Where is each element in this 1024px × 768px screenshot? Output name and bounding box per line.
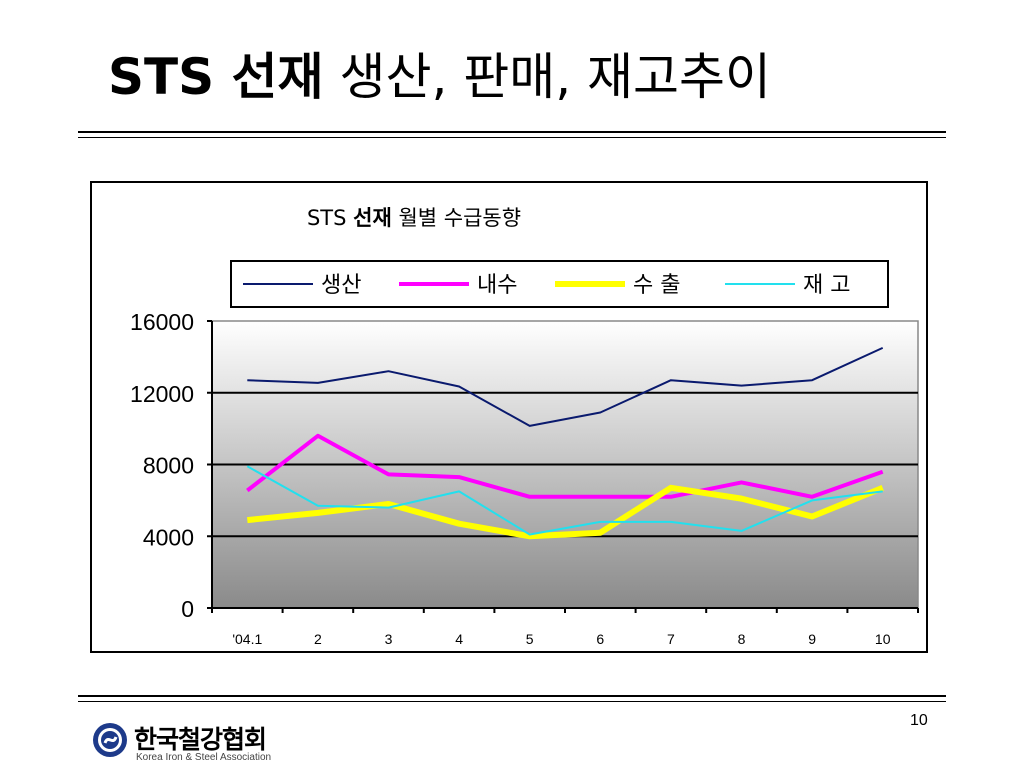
x-tick-label: 8	[738, 631, 746, 647]
x-tick-label: '04.1	[232, 631, 262, 647]
line-chart: STS 선재 월별 수급동향 생산 내수 수 출 재 고 0 4000 8000 12000…	[130, 206, 919, 647]
x-tick-label: 2	[314, 631, 322, 647]
series-line-3	[246, 484, 884, 540]
chart-title: STS 선재 월별 수급동향	[307, 206, 521, 230]
y-tick-label: 4000	[143, 524, 194, 550]
x-tick-label: 7	[667, 631, 675, 647]
association-emblem-icon	[93, 723, 127, 757]
chart-title-bold: 선재	[353, 206, 392, 230]
title-divider-thin	[78, 137, 946, 138]
legend-label: 내수	[477, 273, 517, 298]
slide-title-rest: 생산, 판매, 재고추이	[339, 48, 772, 106]
page-number: 10	[910, 712, 928, 729]
series-line-1	[247, 346, 884, 427]
legend-label: 재 고	[803, 273, 850, 298]
x-tick-label: 3	[385, 631, 393, 647]
chart-title-suffix: 월별 수급동향	[398, 206, 521, 230]
logo-subtitle: Korea Iron & Steel Association	[136, 752, 272, 763]
slide-title-bold: STS 선재	[108, 48, 324, 106]
x-tick-label: 4	[455, 631, 463, 647]
x-tick-label: 9	[808, 631, 816, 647]
logo-name: 한국철강협회	[134, 725, 267, 754]
chart-title-prefix: STS	[307, 206, 347, 230]
footer-divider-thin	[78, 701, 946, 702]
y-tick-label: 8000	[143, 453, 194, 479]
association-logo: 한국철강협회 Korea Iron & Steel Association	[90, 716, 320, 766]
y-tick-label: 16000	[130, 309, 194, 335]
chart-frame: STS 선재 월별 수급동향 생산 내수 수 출 재 고 0 4000 8000 12000…	[90, 181, 928, 653]
x-tick-label: 10	[875, 631, 891, 647]
x-tick-label: 5	[526, 631, 534, 647]
legend: 생산 내수 수 출 재 고	[230, 260, 889, 308]
y-tick-label: 0	[181, 596, 194, 622]
slide-title: STS 선재 생산, 판매, 재고추이	[108, 52, 771, 102]
series-line-4	[246, 465, 883, 536]
series-line-2	[246, 433, 884, 499]
legend-label: 생산	[321, 273, 361, 298]
title-divider-thick	[78, 131, 946, 133]
x-tick-label: 6	[596, 631, 604, 647]
footer-divider-thick	[78, 695, 946, 697]
y-tick-label: 12000	[130, 381, 194, 407]
legend-label: 수 출	[633, 273, 680, 298]
